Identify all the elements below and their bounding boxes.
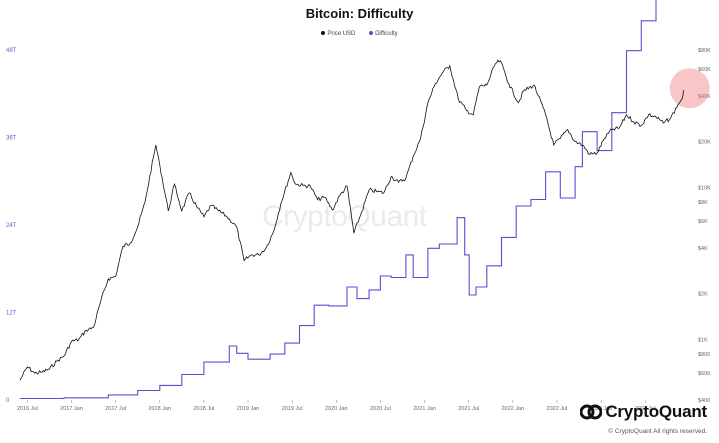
x-tick-label: 2021 Jan (413, 406, 436, 412)
x-tick-label: 2019 Jul (282, 406, 303, 412)
x-tick-label: 2021 Jul (458, 406, 479, 412)
legend-label-difficulty: Difficulty (375, 31, 398, 37)
x-tick-label: 2018 Jan (148, 406, 171, 412)
x-tick-label: 2023 Jul (635, 406, 656, 412)
legend-item-price[interactable]: Price USD (321, 31, 355, 37)
y-right-tick-label: $40K (698, 94, 711, 100)
y-right-tick-label: $6K (698, 219, 708, 225)
series-line-difficulty (20, 0, 657, 400)
brand: CryptoQuant (580, 402, 707, 422)
cryptoquant-logo-icon (580, 404, 603, 420)
y-right-tick-label: $4K (698, 246, 708, 252)
legend-dot-difficulty (369, 31, 374, 36)
x-tick-label: 2017 Jan (60, 406, 83, 412)
copyright: © CryptoQuant All rights reserved. (608, 428, 707, 435)
y-left-tick-label: 24T (6, 223, 17, 229)
y-left-tick-label: 12T (6, 311, 17, 317)
x-tick-label: 2020 Jan (325, 406, 348, 412)
y-left-tick-label: 0 (6, 398, 10, 404)
legend: Price USD Difficulty (0, 31, 719, 37)
y-right-tick-label: $2K (698, 292, 708, 298)
x-tick-label: 2018 Jul (193, 406, 214, 412)
y-right-tick-label: $400 (698, 398, 710, 404)
series-line-price (19, 59, 685, 381)
x-tick-label: 2022 Jul (547, 406, 568, 412)
x-tick-label: 2016 Jul (17, 406, 38, 412)
y-right-tick-label: $20K (698, 140, 711, 146)
x-tick-label: 2017 Jul (105, 406, 126, 412)
x-tick-label: 2020 Jul (370, 406, 391, 412)
x-tick-label: 2019 Jan (237, 406, 260, 412)
y-right-tick-label: $600 (698, 371, 710, 377)
y-right-tick-label: $1K (698, 337, 708, 343)
x-tick-label: 2022 Jan (502, 406, 525, 412)
y-left-tick-label: 48T (6, 48, 17, 54)
y-right-tick-label: $60K (698, 67, 711, 73)
brand-name: CryptoQuant (605, 402, 707, 421)
legend-item-difficulty[interactable]: Difficulty (369, 31, 398, 37)
y-left-tick-label: 36T (6, 136, 17, 142)
y-right-tick-label: $80K (698, 48, 711, 54)
watermark: CryptoQuant (262, 200, 427, 233)
y-right-tick-label: $800 (698, 352, 710, 358)
y-right-tick-label: $10K (698, 185, 711, 191)
chart-title: Bitcoin: Difficulty (305, 6, 414, 21)
legend-label-price: Price USD (327, 31, 356, 37)
legend-dot-price (321, 31, 326, 36)
highlight-circle (669, 68, 710, 109)
y-right-tick-label: $8K (698, 200, 708, 206)
